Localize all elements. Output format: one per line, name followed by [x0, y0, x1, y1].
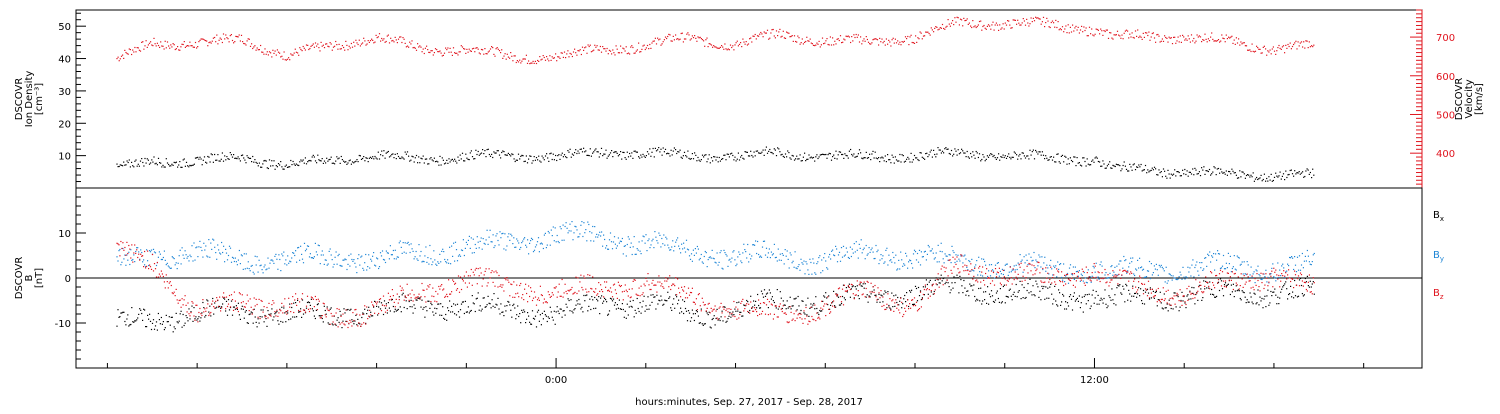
- density-tick-label: 10: [58, 152, 71, 163]
- velocity-tick-label: 400: [1436, 149, 1455, 160]
- magnetic-field-panel: -10 0 10 DSCOVRB[nT] 0:00 12:00 hours:minutes,…: [14, 188, 1444, 408]
- bz-series: [116, 241, 1314, 328]
- x-axis-label: hours:minutes, Sep. 27, 2017 - Sep. 28, …: [635, 397, 863, 408]
- legend-bx-subscript: x: [1440, 215, 1444, 223]
- density-axis-label-line: [cm⁻³]: [34, 83, 45, 115]
- velocity-series: [116, 17, 1314, 64]
- x-tick-label: 12:00: [1080, 375, 1109, 386]
- b-axis-label-line: [nT]: [34, 268, 45, 288]
- b-tick-label: 10: [58, 229, 71, 240]
- x-tick-label: 0:00: [545, 375, 567, 386]
- velocity-tick-label: 500: [1436, 110, 1455, 121]
- by-series: [116, 221, 1314, 284]
- velocity-tick-label: 700: [1436, 33, 1455, 44]
- density-tick-label: 40: [58, 55, 71, 66]
- density-tick-label: 20: [58, 119, 71, 130]
- b-tick-label: 0: [65, 274, 71, 285]
- velocity-axis-label-line: [km/s]: [1474, 83, 1485, 115]
- b-axis-label: DSCOVRB[nT]: [14, 257, 45, 300]
- density-series: [116, 147, 1314, 182]
- legend-bz-subscript: z: [1440, 293, 1444, 301]
- bx-series: [116, 275, 1314, 333]
- legend-by: By: [1433, 250, 1444, 263]
- velocity-axis-label: DSCOVRVelocity[km/s]: [1454, 78, 1485, 121]
- density-tick-label: 30: [58, 87, 71, 98]
- density-tick-label: 50: [58, 22, 71, 33]
- density-axis-label: DSCOVRIon Density[cm⁻³]: [14, 71, 45, 128]
- legend-bz: Bz: [1433, 288, 1444, 301]
- plasma-panel: 10 20 30 40 50 400 500 600 700 DSCOVRIon Density[…: [14, 10, 1485, 188]
- legend-by-subscript: y: [1440, 255, 1444, 263]
- legend-bx: Bx: [1433, 210, 1444, 223]
- plasma-frame: [76, 10, 1422, 188]
- velocity-tick-label: 600: [1436, 72, 1455, 83]
- b-tick-label: -10: [55, 319, 71, 330]
